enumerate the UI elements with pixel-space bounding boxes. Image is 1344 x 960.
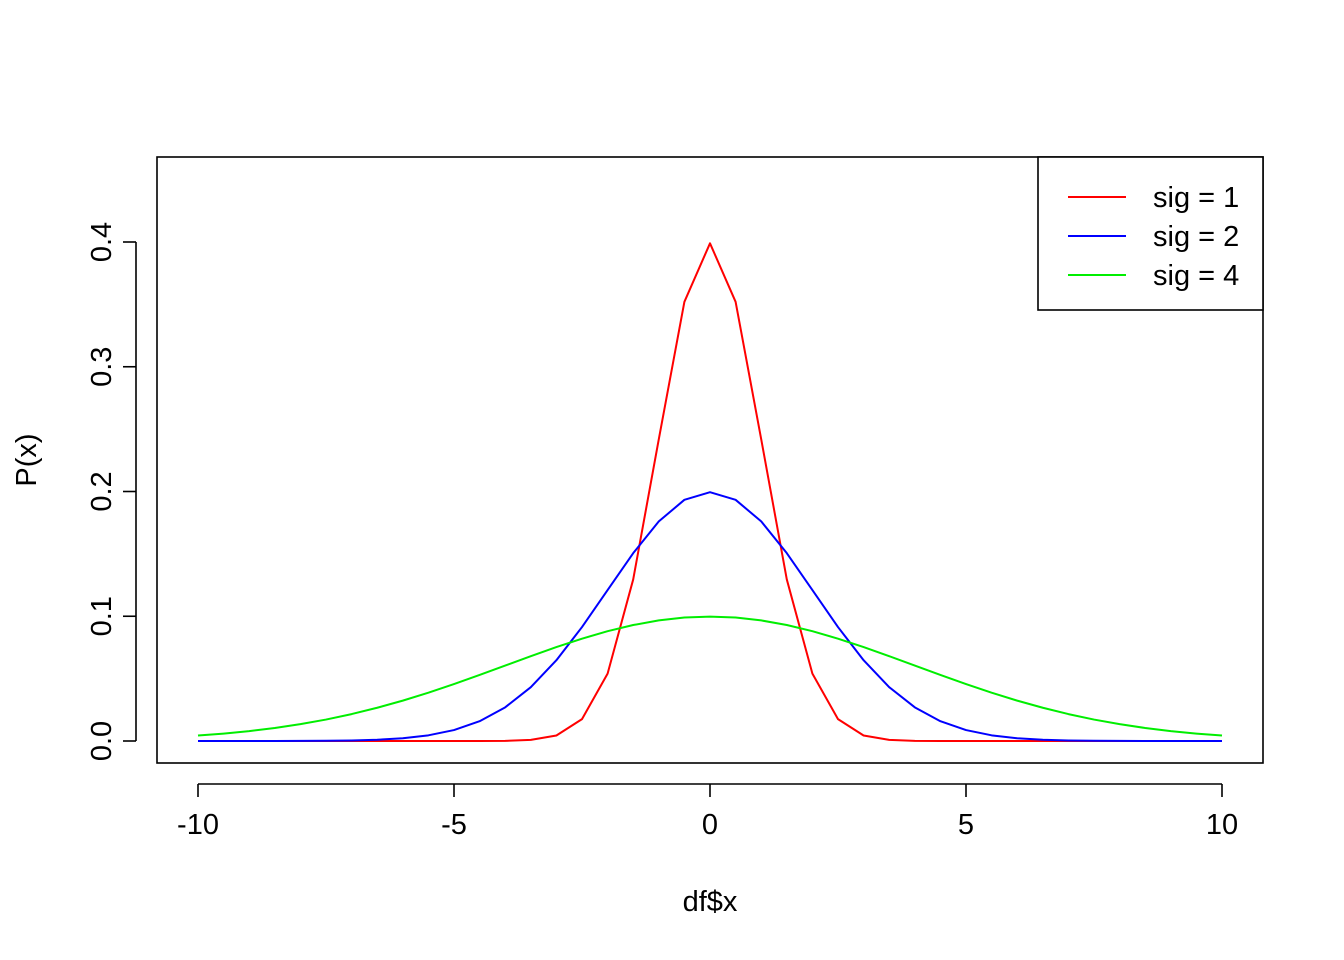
y-tick-label: 0.2 [86,471,118,511]
series-line-sig-4 [197,615,1223,737]
y-axis-label: P(x) [11,433,43,486]
series-line-sig-1 [198,242,1222,742]
legend-label: sig = 1 [1153,182,1239,214]
x-axis-label: df$x [683,886,738,918]
x-tick-label: 0 [702,809,718,841]
x-tick-label: 5 [958,809,974,841]
x-tick-label: -5 [441,809,467,841]
legend-label: sig = 4 [1153,260,1239,292]
series-line-sig-2 [198,491,1222,742]
legend: sig = 1 sig = 2 sig = 4 [1037,156,1264,311]
legend-label: sig = 2 [1153,221,1239,253]
axes: -10 -5 0 5 10 0.0 0.1 0.2 0.3 0.4 [86,156,1264,841]
x-tick-label: -10 [177,809,219,841]
y-tick-label: 0.1 [86,596,118,636]
x-tick-label: 10 [1206,809,1238,841]
legend-box [1037,156,1264,311]
y-tick-label: 0.0 [86,721,118,761]
y-tick-label: 0.3 [86,347,118,387]
y-tick-label: 0.4 [86,222,118,262]
plot-frame [156,156,1264,764]
plot-area [197,242,1223,742]
